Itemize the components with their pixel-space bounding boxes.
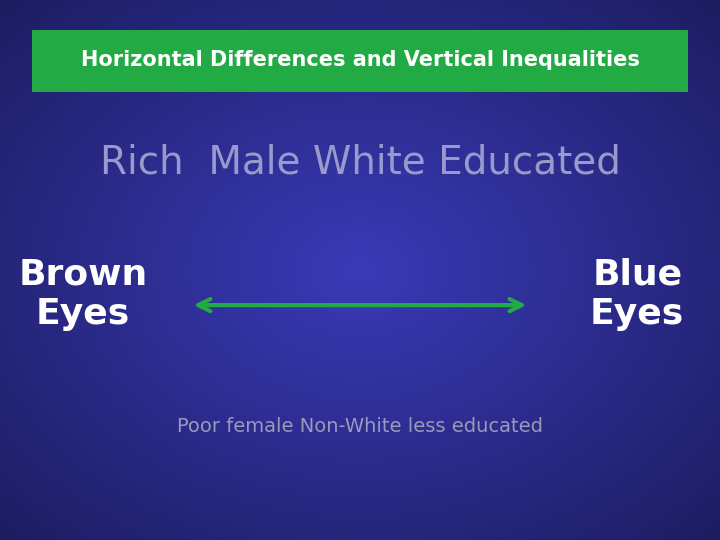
Text: Rich  Male White Educated: Rich Male White Educated [99,143,621,181]
Text: Blue
Eyes: Blue Eyes [590,258,684,331]
Text: Horizontal Differences and Vertical Inequalities: Horizontal Differences and Vertical Ineq… [81,50,639,71]
Text: Poor female Non-White less educated: Poor female Non-White less educated [177,417,543,436]
Text: Brown
Eyes: Brown Eyes [18,258,148,331]
FancyBboxPatch shape [32,30,688,92]
